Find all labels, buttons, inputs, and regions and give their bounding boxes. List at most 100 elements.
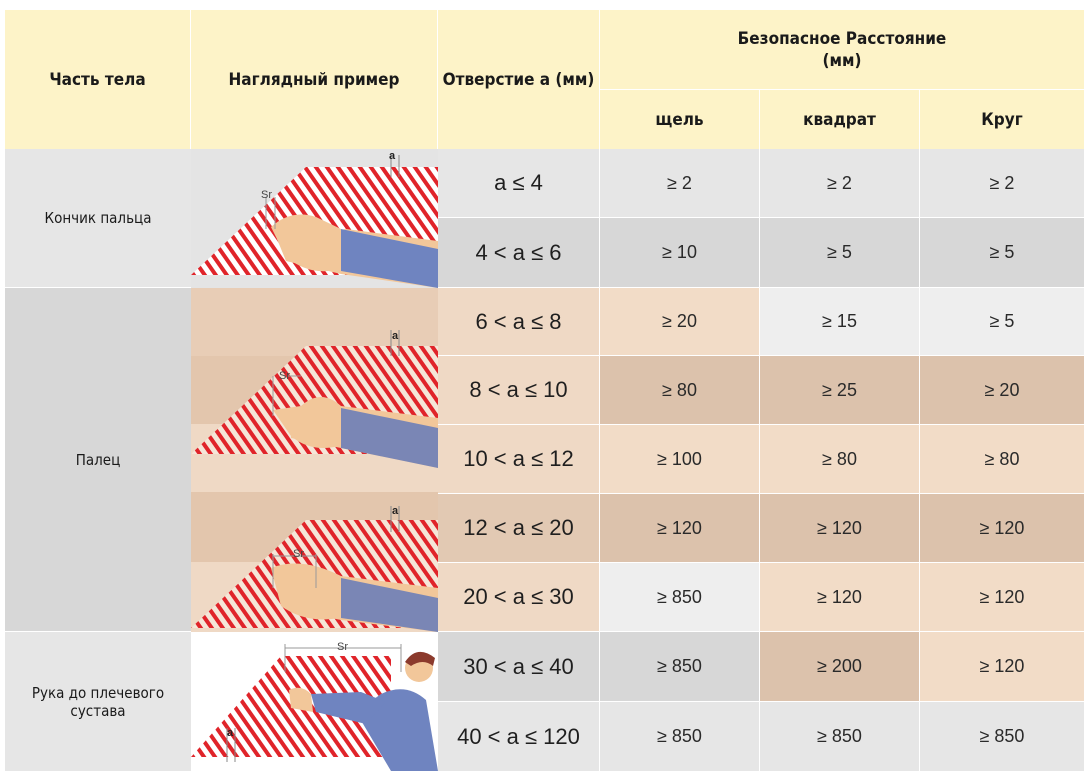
range-cell: 30 < a ≤ 40 — [438, 632, 600, 702]
range-cell: 10 < a ≤ 12 — [438, 425, 600, 494]
header-part-label: Часть тела — [49, 69, 146, 90]
range-text: a ≤ 4 — [494, 170, 543, 195]
range-cell: 4 < a ≤ 6 — [438, 218, 600, 288]
circle-cell: ≥ 120 — [920, 632, 1084, 702]
range-text: 30 < a ≤ 40 — [463, 653, 574, 679]
square-value: ≥ 25 — [822, 379, 857, 400]
slot-value: ≥ 2 — [667, 172, 692, 193]
header-slot-label: щель — [655, 109, 704, 130]
header-opening: Отверстие a (мм) — [438, 10, 600, 149]
circle-value: ≥ 80 — [984, 448, 1020, 469]
square-value: ≥ 15 — [822, 311, 857, 331]
range-text: 6 < a ≤ 8 — [475, 308, 562, 334]
slot-value: ≥ 10 — [662, 242, 697, 262]
fingertip-sr-label: Sr — [261, 189, 272, 201]
part-finger: Палец — [5, 288, 191, 632]
slot-cell: ≥ 850 — [600, 563, 760, 632]
range-cell: a ≤ 4 — [438, 149, 600, 218]
header-slot: щель — [600, 90, 760, 149]
square-value: ≥ 200 — [817, 656, 862, 676]
fingertip-a-label: a — [389, 150, 396, 162]
header-circle-label: Круг — [981, 109, 1023, 130]
arm-a-label: a — [227, 727, 234, 739]
circle-cell: ≥ 5 — [920, 288, 1084, 356]
header-square-label: квадрат — [803, 109, 876, 130]
circle-cell: ≥ 5 — [920, 218, 1084, 288]
circle-cell: ≥ 120 — [920, 494, 1084, 563]
finger-a-label-2: a — [392, 505, 399, 517]
range-text: 10 < a ≤ 12 — [463, 446, 574, 471]
finger-a-label-1: a — [392, 330, 399, 342]
square-value: ≥ 120 — [817, 586, 862, 607]
square-cell: ≥ 25 — [760, 356, 920, 425]
square-cell: ≥ 200 — [760, 632, 920, 702]
range-text: 4 < a ≤ 6 — [475, 239, 562, 265]
slot-cell: ≥ 20 — [600, 288, 760, 356]
part-arm: Рука до плечевого сустава — [5, 632, 191, 771]
header-safe-distance-label: Безопасное Расстояние (мм) — [737, 28, 947, 71]
circle-cell: ≥ 850 — [920, 702, 1084, 771]
slot-cell: ≥ 120 — [600, 494, 760, 563]
slot-cell: ≥ 2 — [600, 149, 760, 218]
circle-cell: ≥ 2 — [920, 149, 1084, 218]
part-fingertip-label: Кончик пальца — [44, 209, 152, 227]
range-cell: 40 < a ≤ 120 — [438, 702, 600, 771]
square-cell: ≥ 850 — [760, 702, 920, 771]
slot-cell: ≥ 850 — [600, 702, 760, 771]
header-opening-label: Отверстие a (мм) — [442, 69, 595, 90]
header-safe-distance: Безопасное Расстояние (мм) — [600, 10, 1084, 90]
fingertip-illustration: Sr a — [191, 149, 438, 288]
circle-value: ≥ 5 — [989, 311, 1015, 331]
square-value: ≥ 120 — [817, 517, 862, 538]
part-arm-label: Рука до плечевого сустава — [31, 683, 165, 720]
circle-value: ≥ 20 — [984, 379, 1020, 400]
square-cell: ≥ 80 — [760, 425, 920, 494]
range-cell: 8 < a ≤ 10 — [438, 356, 600, 425]
finger-illustration: Sr a Sr a — [191, 288, 438, 632]
circle-value: ≥ 120 — [979, 517, 1025, 538]
square-value: ≥ 5 — [827, 242, 852, 262]
arm-illustration: Sr a — [191, 632, 438, 771]
finger-sr-label-1: Sr — [279, 370, 290, 382]
slot-cell: ≥ 10 — [600, 218, 760, 288]
header-square: квадрат — [760, 90, 920, 149]
range-cell: 6 < a ≤ 8 — [438, 288, 600, 356]
range-cell: 20 < a ≤ 30 — [438, 563, 600, 632]
square-value: ≥ 2 — [827, 172, 852, 193]
header-circle: Круг — [920, 90, 1084, 149]
square-cell: ≥ 120 — [760, 563, 920, 632]
header-part: Часть тела — [5, 10, 191, 149]
circle-cell: ≥ 120 — [920, 563, 1084, 632]
slot-value: ≥ 120 — [657, 517, 702, 538]
slot-value: ≥ 850 — [657, 656, 702, 676]
arm-sr-label: Sr — [337, 641, 348, 653]
range-text: 12 < a ≤ 20 — [463, 515, 574, 540]
slot-value: ≥ 20 — [662, 311, 697, 331]
part-fingertip: Кончик пальца — [5, 149, 191, 288]
slot-cell: ≥ 850 — [600, 632, 760, 702]
circle-value: ≥ 2 — [989, 172, 1015, 193]
square-cell: ≥ 120 — [760, 494, 920, 563]
circle-value: ≥ 5 — [989, 242, 1015, 262]
safety-distance-table: Часть тела Наглядный пример Отверстие a … — [5, 10, 1084, 771]
slot-cell: ≥ 80 — [600, 356, 760, 425]
circle-cell: ≥ 20 — [920, 356, 1084, 425]
header-example: Наглядный пример — [191, 10, 438, 149]
header-example-label: Наглядный пример — [228, 69, 400, 90]
square-cell: ≥ 5 — [760, 218, 920, 288]
slot-value: ≥ 80 — [662, 379, 697, 400]
range-text: 20 < a ≤ 30 — [463, 584, 574, 609]
circle-value: ≥ 120 — [979, 656, 1025, 676]
slot-value: ≥ 850 — [657, 726, 702, 746]
part-finger-label: Палец — [75, 450, 121, 469]
circle-value: ≥ 120 — [979, 586, 1025, 607]
circle-cell: ≥ 80 — [920, 425, 1084, 494]
slot-value: ≥ 100 — [657, 448, 702, 469]
square-value: ≥ 80 — [822, 448, 857, 469]
finger-sr-label-2: Sr — [293, 548, 304, 560]
square-value: ≥ 850 — [817, 726, 862, 746]
square-cell: ≥ 2 — [760, 149, 920, 218]
range-text: 8 < a ≤ 10 — [469, 377, 568, 402]
range-cell: 12 < a ≤ 20 — [438, 494, 600, 563]
slot-value: ≥ 850 — [657, 586, 702, 607]
